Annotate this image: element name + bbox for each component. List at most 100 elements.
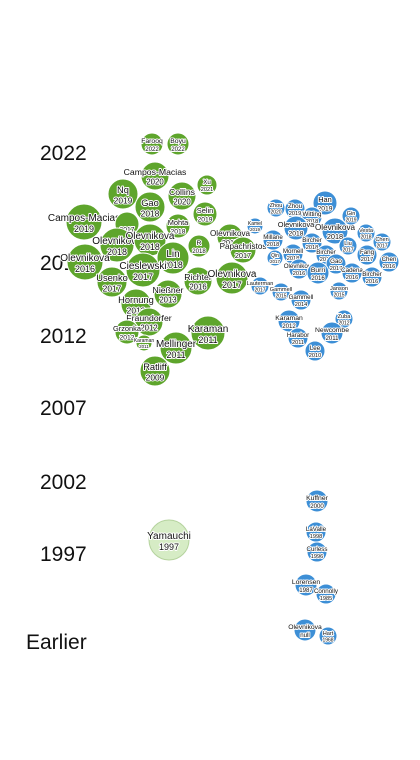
- bubble-circle: [140, 132, 164, 156]
- bubble-author-label: Millane: [263, 234, 283, 241]
- bubble-author-label: Gammell: [289, 294, 314, 301]
- bubble-circle: [187, 234, 211, 258]
- bubble-circle: [107, 178, 139, 210]
- year-axis: 2022 2017 2012 2007 2002 1997 Earlier: [26, 142, 87, 654]
- bubble-circle: [293, 618, 317, 642]
- bubble-circle: [305, 489, 329, 513]
- bubble-year-label: 2018: [306, 219, 318, 225]
- bubble-author-label: Lee: [310, 345, 321, 352]
- bubble-author-label: Kuffner: [306, 495, 329, 502]
- bubble-author-label: Nq: [117, 185, 129, 195]
- bubble-author-label: Campos-Macias: [124, 167, 187, 177]
- bubble-circle: [301, 232, 323, 254]
- bubble-author-label: Harabor: [287, 332, 309, 339]
- bubble-author-label: Collins: [169, 187, 196, 197]
- bubble-year-label: 1987: [299, 587, 313, 594]
- bubble-circle: [334, 309, 354, 329]
- year-label-2002: 2002: [40, 471, 87, 494]
- bubble-year-label: 2017: [133, 272, 153, 282]
- bubble-circle: [372, 232, 392, 252]
- bubble-author-label: Gammell: [270, 287, 292, 293]
- bubble-author-label: Mohta: [168, 218, 189, 227]
- bubble-year-label: 2019: [198, 216, 213, 223]
- bubble-circle: [266, 198, 286, 218]
- bubble-year-label: 2017: [222, 280, 242, 290]
- bubble-author-label: R: [197, 240, 202, 247]
- bubble-author-label: Papachristos: [220, 242, 267, 251]
- bubble-author-label: Burri: [311, 267, 326, 274]
- bubble-circle: [153, 279, 183, 309]
- bubble-circle: [125, 252, 161, 288]
- bubble-author-label: Karaman: [134, 338, 155, 344]
- bubble-year-label: 2018: [107, 247, 127, 257]
- bubble-circle: [312, 190, 338, 216]
